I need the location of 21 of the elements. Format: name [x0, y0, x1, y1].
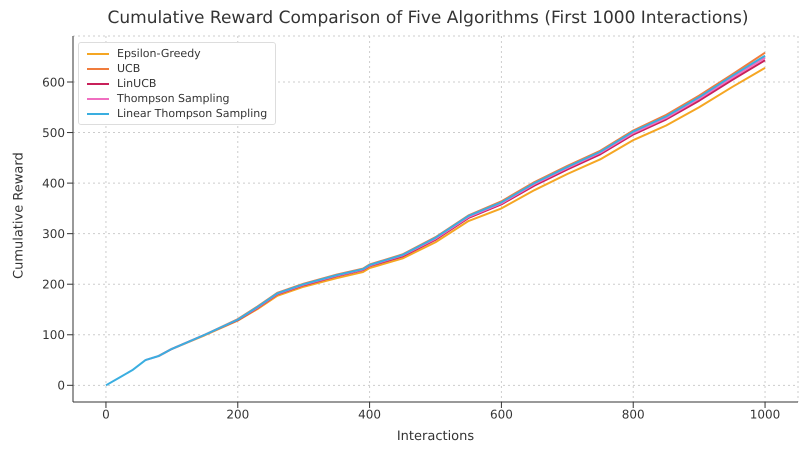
x-tick-label: 800 — [622, 408, 645, 422]
y-tick-label: 600 — [42, 75, 65, 90]
x-tick-label: 200 — [226, 408, 250, 422]
x-tick-label: 600 — [490, 408, 513, 422]
y-tick-label: 200 — [42, 277, 65, 292]
y-tick-label: 0 — [57, 378, 65, 393]
legend-label: Thompson Sampling — [117, 91, 230, 106]
chart-title: Cumulative Reward Comparison of Five Algorithms (First 1000 Interactions) — [106, 8, 750, 30]
y-tick-label: 300 — [42, 226, 65, 241]
y-axis-title: Cumulative Reward — [12, 152, 27, 279]
y-tick-label: 400 — [42, 176, 65, 190]
y-tick-label: 500 — [42, 126, 65, 140]
x-tick-label: 0 — [102, 408, 110, 422]
x-tick-label: 1000 — [750, 408, 780, 422]
legend-label: Epsilon-Greedy — [117, 46, 201, 61]
x-tick-label: 400 — [358, 408, 382, 422]
legend-label: UCB — [117, 61, 140, 76]
y-tick-label: 100 — [42, 328, 65, 342]
x-axis-title: Interactions — [396, 429, 474, 444]
legend-label: Linear Thompson Sampling — [117, 106, 268, 121]
legend-label: LinUCB — [117, 76, 156, 91]
